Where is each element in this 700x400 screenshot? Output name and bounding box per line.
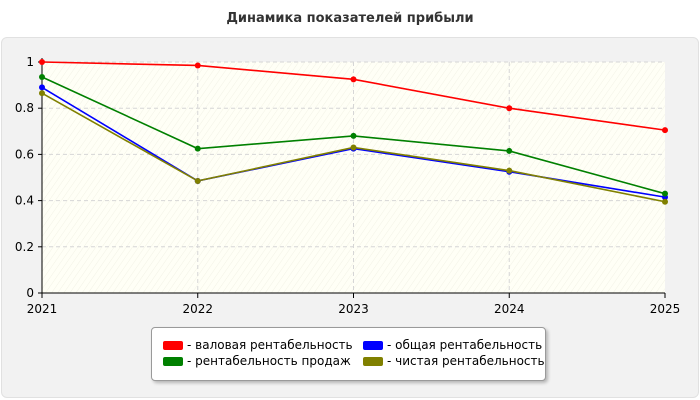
series-point-0 (662, 127, 668, 134)
legend-swatch-sales (163, 356, 183, 366)
legend-label-total: - общая рентабельность (387, 338, 543, 352)
legend-item-total-profitability: - общая рентабельность (363, 338, 542, 352)
x-tick-label: 2021 (27, 302, 58, 316)
series-point-2 (194, 145, 201, 152)
series-point-0 (194, 62, 201, 69)
x-tick-label: 2025 (650, 302, 681, 316)
y-tick-label: 0.8 (15, 101, 34, 115)
y-tick-label: 0.2 (15, 240, 34, 254)
series-point-3 (350, 144, 357, 151)
series-point-0 (350, 76, 357, 83)
x-tick-label: 2024 (494, 302, 525, 316)
series-point-3 (39, 90, 45, 97)
y-tick-label: 0 (26, 286, 34, 300)
legend-label-gross: - валовая рентабельность (187, 338, 353, 352)
legend-item-net-profitability: - чистая рентабельность (363, 354, 545, 368)
chart-legend: - валовая рентабельность - общая рентабе… (151, 327, 546, 381)
legend-item-sales-profitability: - рентабельность продаж (163, 354, 351, 368)
x-tick-label: 2023 (338, 302, 369, 316)
series-point-3 (194, 177, 201, 184)
series-point-0 (506, 105, 513, 112)
series-point-2 (350, 132, 357, 139)
series-point-0 (39, 59, 45, 65)
legend-label-sales: - рентабельность продаж (187, 354, 351, 368)
series-point-1 (39, 84, 45, 91)
series-point-3 (662, 198, 668, 205)
y-tick-label: 0.6 (15, 147, 34, 161)
legend-swatch-total (363, 340, 383, 350)
y-tick-label: 0.4 (15, 194, 34, 208)
legend-swatch-gross (163, 340, 183, 350)
series-point-2 (39, 74, 45, 81)
series-point-3 (506, 167, 513, 174)
y-tick-label: 1 (26, 55, 34, 69)
x-tick-label: 2022 (182, 302, 213, 316)
series-point-2 (662, 190, 668, 197)
legend-swatch-net (363, 356, 383, 366)
chart-title: Динамика показателей прибыли (226, 11, 474, 26)
legend-label-net: - чистая рентабельность (387, 354, 545, 368)
legend-item-gross-profitability: - валовая рентабельность (163, 338, 353, 352)
series-point-2 (506, 147, 513, 154)
